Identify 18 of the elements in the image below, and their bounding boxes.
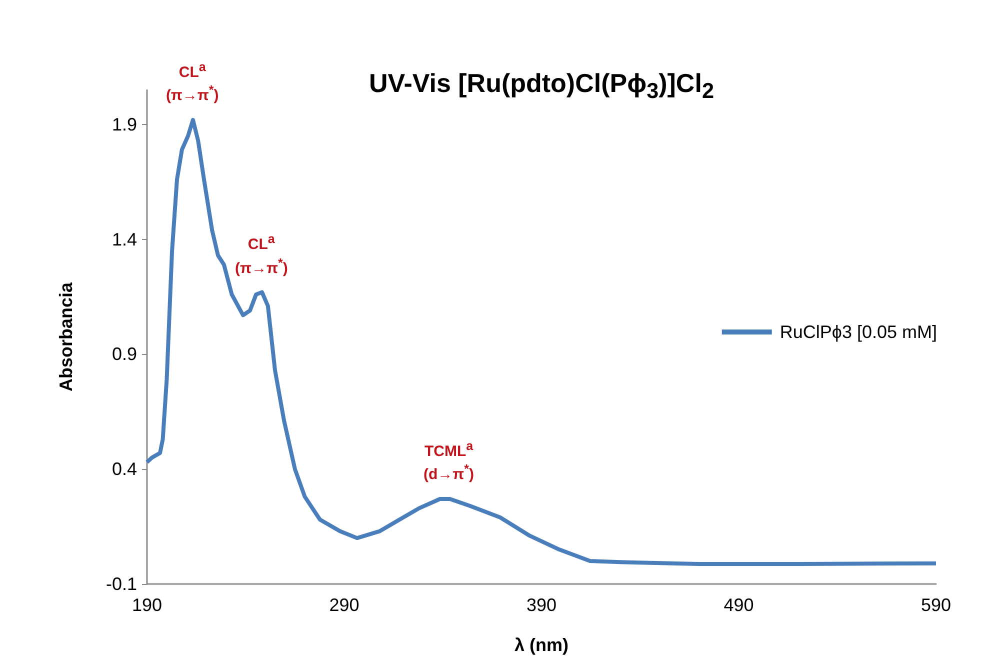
x-tick-label: 290 <box>329 595 360 615</box>
chart-title: UV-Vis [Ru(pdto)Cl(Pϕ$_{3}$)]Cl$_{2}$ <box>369 68 714 104</box>
y-tick-label: -0.1 <box>106 574 137 594</box>
y-axis-title: Absorbancia <box>56 282 76 392</box>
annotation: TCML$^{a}$ (d→π$^{*}$) <box>424 438 474 485</box>
x-tick-label: 190 <box>132 595 162 615</box>
annotation: CL$^{a}$ (π→π$^{*}$) <box>234 231 288 278</box>
x-axis-title: λ (nm) <box>514 635 569 655</box>
annotation: CL$^{a}$ (π→π$^{*}$) <box>166 58 219 106</box>
x-tick-label: 490 <box>724 595 754 615</box>
y-tick-label: 0.4 <box>112 459 137 480</box>
x-tick-label: 390 <box>526 595 557 615</box>
line-series <box>145 118 938 566</box>
y-tick-label: 1.9 <box>112 114 137 134</box>
y-tick-label: 1.4 <box>112 229 137 250</box>
legend-label: RuClPϕ3 [0.05 mM] <box>780 322 938 342</box>
y-tick-label: 0.9 <box>112 344 137 364</box>
x-tick-label: 590 <box>920 595 952 615</box>
